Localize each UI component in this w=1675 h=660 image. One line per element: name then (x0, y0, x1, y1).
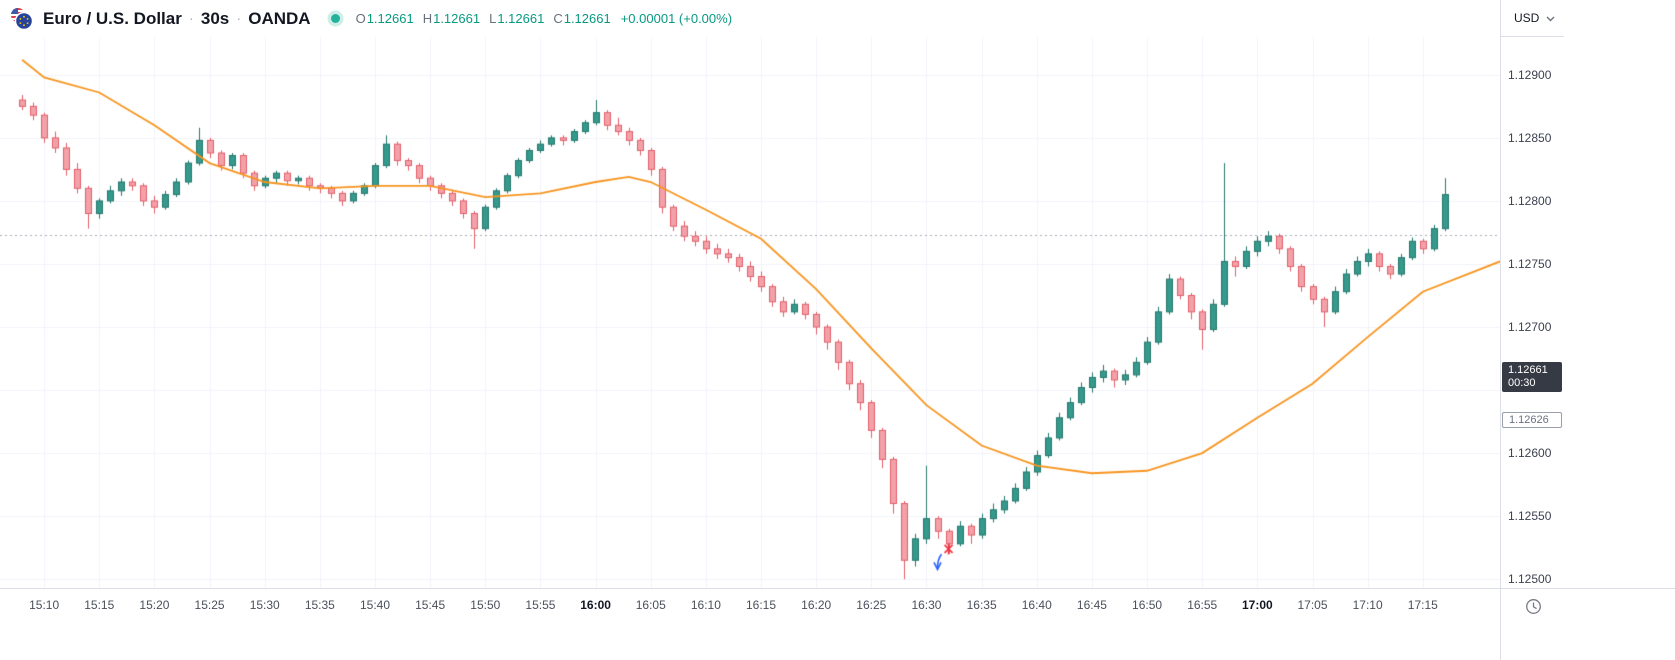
time-axis-label: 16:00 (580, 598, 611, 612)
legend-close-label: C (553, 11, 563, 26)
time-axis-label: 17:10 (1352, 598, 1383, 612)
legend-close: C1.12661 (553, 11, 610, 26)
market-status-dot (330, 14, 340, 23)
legend-open: O1.12661 (356, 11, 414, 26)
time-axis-label: 16:50 (1132, 598, 1163, 612)
price-axis-label: 1.12850 (1508, 130, 1552, 145)
chevron-down-icon (1546, 11, 1555, 25)
legend-low-value: 1.12661 (497, 11, 545, 26)
time-axis-label: 16:35 (966, 598, 997, 612)
price-axis-label: 1.12800 (1508, 193, 1552, 208)
timezone-clock-icon[interactable] (1525, 598, 1542, 615)
legend-open-label: O (355, 11, 366, 26)
time-axis-label: 15:45 (415, 598, 446, 612)
price-axis-label: 1.12500 (1508, 572, 1552, 587)
price-chart-canvas[interactable] (0, 37, 1500, 588)
time-axis-label: 16:55 (1187, 598, 1218, 612)
title-separator: · (188, 10, 194, 27)
time-axis-label: 15:30 (249, 598, 280, 612)
eurusd-pair-icon (10, 7, 33, 30)
interval-label[interactable]: 30s (200, 8, 230, 28)
time-axis-label: 17:15 (1407, 598, 1438, 612)
time-axis-label: 15:25 (194, 598, 225, 612)
price-axis-label: 1.12550 (1508, 509, 1552, 524)
price-axis-label: 1.12600 (1508, 446, 1552, 461)
bar-countdown: 00:30 (1508, 377, 1536, 390)
price-axis-label: 1.12700 (1508, 320, 1552, 334)
ohlc-legend: O1.12661 H1.12661 L1.12661 C1.12661 +0.0… (356, 11, 732, 26)
time-axis-label: 16:30 (911, 598, 942, 612)
time-axis-label: 15:55 (525, 598, 556, 612)
price-axis-label: 1.12750 (1508, 256, 1552, 271)
legend-change: +0.00001 (+0.00%) (620, 11, 733, 26)
time-axis-label: 15:15 (84, 598, 115, 612)
time-axis-label: 15:35 (304, 598, 335, 612)
price-axis[interactable]: USD 1.12661 00:30 1.12626 1.12900 1.12850… (1500, 0, 1675, 660)
time-axis-label: 15:10 (29, 598, 60, 612)
last-price-value: 1.12661 (1508, 364, 1548, 377)
symbol-title[interactable]: Euro / U.S. Dollar (43, 8, 182, 28)
time-axis-label: 15:20 (139, 598, 170, 612)
time-axis-label: 16:10 (690, 598, 721, 612)
time-axis-label: 15:40 (359, 598, 391, 612)
time-axis-label: 17:00 (1241, 598, 1273, 612)
axis-corner (1501, 588, 1675, 624)
legend-high-label: H (422, 11, 433, 26)
legend-high: H1.12661 (423, 11, 480, 26)
time-axis-label: 16:05 (635, 598, 666, 612)
time-axis-label: 15:50 (470, 598, 501, 612)
time-axis-label: 16:45 (1076, 598, 1107, 612)
time-axis-label: 17:05 (1297, 598, 1328, 612)
currency-unit-label: USD (1514, 11, 1540, 25)
legend-close-value: 1.12661 (563, 11, 611, 26)
legend-open-value: 1.12661 (366, 11, 414, 26)
exchange-label[interactable]: OANDA (248, 8, 311, 28)
last-price-badge: 1.12661 00:30 (1502, 362, 1562, 393)
price-axis-label: 1.12900 (1508, 67, 1552, 82)
time-axis-label: 16:25 (856, 598, 887, 612)
time-axis-label: 16:20 (801, 598, 832, 612)
legend-low-label: L (489, 11, 497, 26)
currency-unit-button[interactable]: USD (1501, 0, 1564, 37)
indicator-price-label: 1.12626 (1502, 412, 1562, 429)
time-axis-label: 16:15 (746, 598, 777, 612)
title-separator: · (236, 10, 242, 27)
legend-high-value: 1.12661 (433, 11, 481, 26)
chart-header: Euro / U.S. Dollar · 30s · OANDA O1.1266… (0, 0, 1500, 37)
time-axis-label: 16:40 (1021, 598, 1052, 612)
time-axis[interactable]: 15:10 15:15 15:20 15:25 15:30 15:35 15:40 15:45… (0, 588, 1500, 624)
legend-low: L1.12661 (489, 11, 544, 26)
